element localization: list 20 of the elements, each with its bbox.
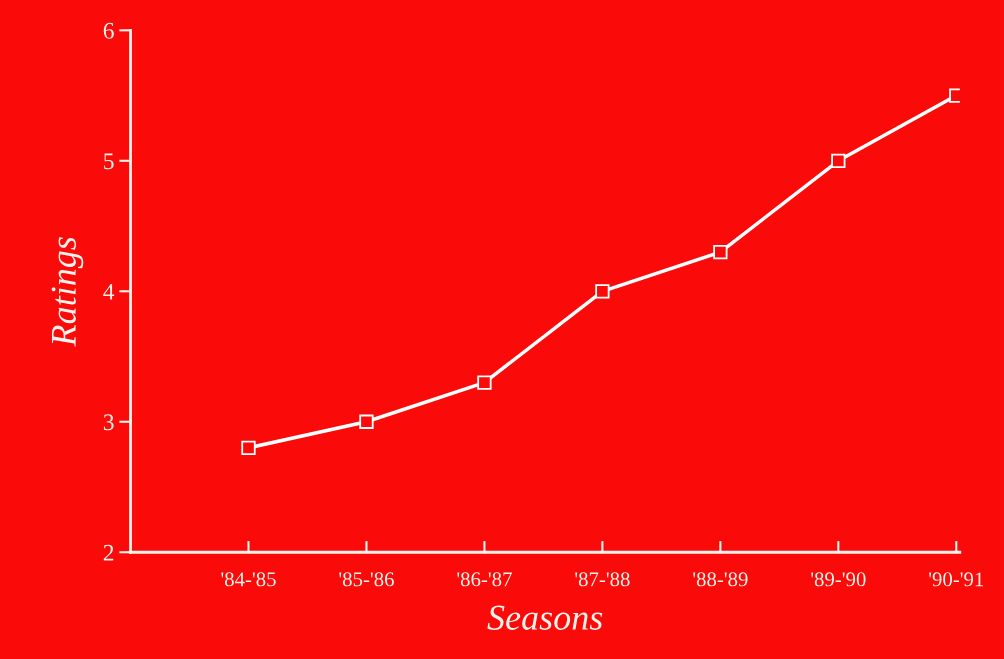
- y-tick-label: 2: [103, 544, 114, 561]
- point: [595, 284, 610, 299]
- y-tick-label: 3: [103, 414, 114, 431]
- y-axis-title: Ratings: [51, 237, 84, 347]
- x-tick-label: '87-'88: [575, 572, 630, 587]
- x-tick-label: '88-'89: [693, 572, 748, 587]
- x-tick-label: '89-'90: [811, 572, 866, 587]
- x-tick-label: '85-'86: [339, 572, 394, 587]
- point: [359, 414, 374, 429]
- point: [713, 244, 728, 260]
- y-tick-label: 5: [104, 153, 114, 170]
- x-tick-label: '86-'87: [457, 572, 512, 587]
- x-axis-title: Seasons: [487, 605, 603, 630]
- y-tick-label: 6: [103, 22, 114, 39]
- x-tick-label: '90-'91: [929, 572, 984, 587]
- y-tick-label: 4: [103, 283, 115, 300]
- point: [477, 375, 492, 390]
- x-tick-label: '84-'85: [221, 572, 276, 587]
- point: [241, 440, 256, 456]
- point: [831, 153, 846, 168]
